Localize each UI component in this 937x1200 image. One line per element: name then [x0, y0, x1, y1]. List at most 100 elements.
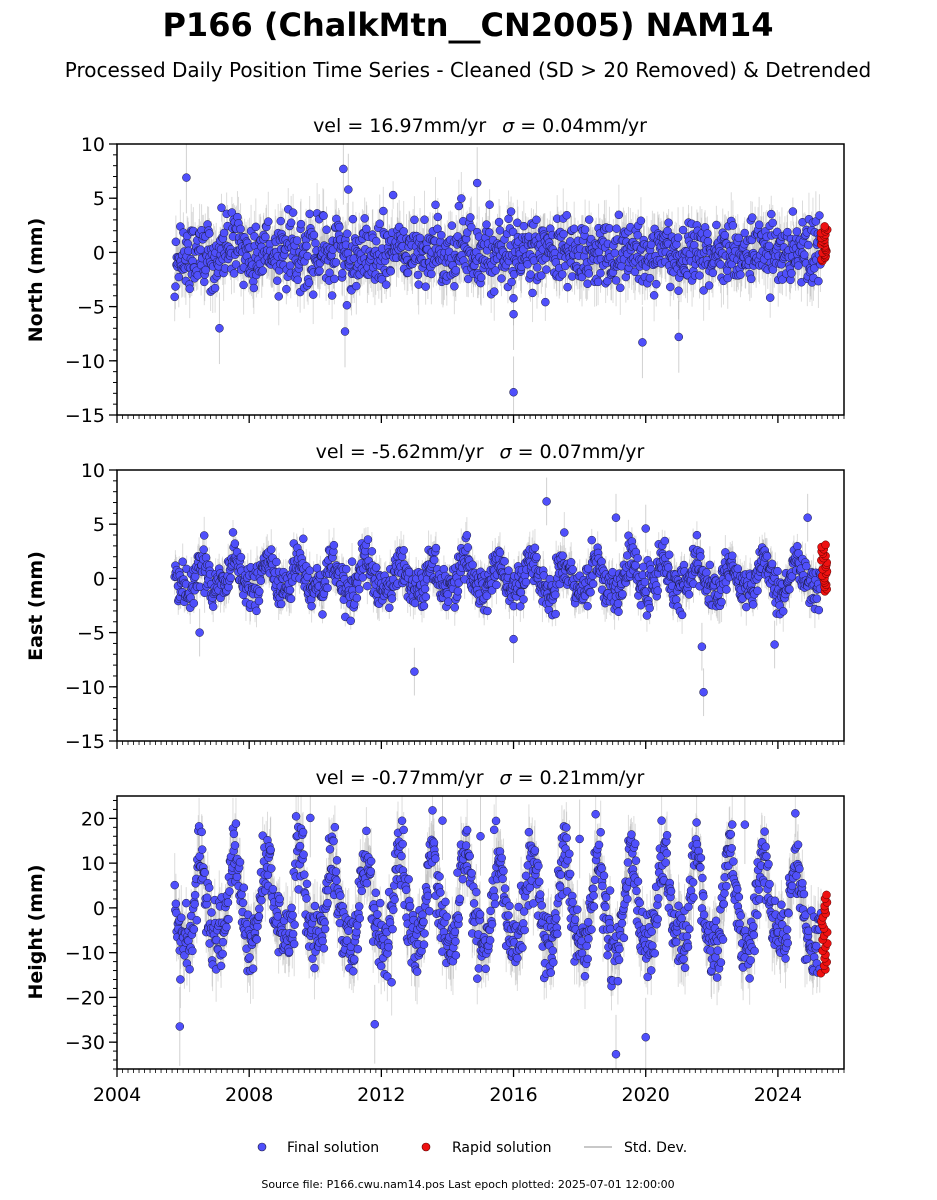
y-tick-label: 5 [93, 188, 105, 210]
final-solution-point [354, 584, 364, 594]
panel-east-vel: vel = -5.62mm/yr [316, 441, 484, 463]
final-solution-point [444, 597, 453, 606]
final-solution-point [605, 224, 614, 233]
final-solution-point [362, 224, 371, 234]
final-solution-point [249, 283, 259, 293]
final-solution-point [239, 280, 248, 290]
final-solution-point [433, 212, 443, 222]
final-solution-point [348, 214, 358, 224]
final-solution-point [286, 594, 296, 604]
final-solution-point [200, 277, 209, 287]
final-solution-point [199, 531, 209, 540]
final-solution-point [472, 178, 482, 188]
final-solution-point [431, 200, 440, 210]
final-solution-point [577, 272, 587, 282]
final-solution-point [410, 598, 420, 608]
final-solution-point [315, 266, 324, 276]
final-solution-point [371, 563, 381, 572]
sigma-symbol: σ [500, 441, 513, 463]
rapid-solution-points [816, 222, 832, 266]
final-solution-point [385, 603, 394, 613]
final-solution-point [330, 274, 339, 284]
final-solution-point [347, 557, 357, 566]
final-solution-point [532, 263, 542, 272]
final-solution-point [519, 221, 529, 231]
final-solution-point [754, 220, 764, 229]
final-solution-point [583, 601, 592, 611]
final-solution-point [666, 282, 675, 292]
final-solution-point [433, 224, 442, 234]
final-solution-point [483, 606, 492, 616]
final-solution-point [783, 227, 792, 237]
final-solution-point [431, 543, 441, 553]
final-solution-point [463, 274, 473, 284]
final-solution-point [588, 579, 598, 589]
final-solution-point [344, 185, 353, 194]
final-solution-point [532, 552, 541, 562]
final-solution-point [352, 281, 361, 291]
final-solution-point [558, 551, 567, 560]
final-solution-point [800, 250, 809, 260]
final-solution-point [695, 271, 704, 280]
final-solution-point [537, 271, 546, 280]
final-solution-point [304, 278, 314, 287]
final-solution-point [566, 558, 576, 567]
final-solution-point [379, 206, 388, 216]
final-solution-point [208, 602, 218, 611]
chart-title: P166 (ChalkMtn__CN2005) NAM14 [162, 6, 773, 44]
final-solution-point [264, 217, 273, 226]
final-solution-point [437, 230, 446, 240]
final-solution-point [584, 269, 594, 278]
final-solution-point [559, 229, 568, 239]
final-solution-point [457, 194, 466, 203]
final-solution-point [638, 338, 647, 347]
final-solution-point [182, 173, 191, 182]
final-solution-point [664, 218, 673, 227]
final-solution-points [170, 497, 826, 697]
final-solution-point [205, 229, 214, 238]
final-solution-point [215, 324, 224, 333]
final-solution-point [610, 248, 620, 258]
final-solution-point [516, 602, 525, 611]
final-solution-point [596, 268, 605, 278]
panel-north-vel: vel = 16.97mm/yr [313, 115, 486, 137]
final-solution-point [703, 229, 712, 238]
final-solution-point [276, 216, 285, 226]
final-solution-point [490, 287, 499, 296]
final-solution-point [467, 222, 476, 232]
y-axis-label-east: East (mm) [25, 551, 47, 661]
final-solution-point [523, 260, 532, 269]
final-solution-point [728, 221, 738, 230]
final-solution-point [309, 230, 319, 240]
final-solution-point [228, 528, 238, 537]
final-solution-point [584, 215, 594, 224]
final-solution-point [299, 534, 308, 544]
final-solution-point [413, 270, 423, 280]
final-solution-point [419, 601, 429, 611]
final-solution-point [509, 293, 518, 303]
final-solution-point [716, 260, 725, 269]
final-solution-point [492, 580, 501, 590]
std-dev-bars [174, 477, 822, 717]
final-solution-point [415, 233, 425, 243]
final-solution-point [255, 587, 264, 596]
final-solution-point [252, 606, 261, 616]
final-solution-point [663, 226, 672, 236]
final-solution-point [466, 213, 475, 222]
final-solution-point [674, 332, 684, 342]
final-solution-point [593, 277, 603, 287]
final-solution-point [500, 557, 509, 566]
final-solution-point [673, 233, 683, 242]
final-solution-point [699, 286, 708, 295]
final-solution-point [530, 543, 540, 553]
y-tick-label: −5 [77, 297, 105, 319]
final-solution-point [468, 560, 477, 570]
final-solution-point [229, 269, 239, 278]
panel-east-sigma: = 0.07mm/yr [518, 441, 645, 463]
final-solution-point [420, 215, 429, 224]
final-solution-point [765, 293, 775, 302]
final-solution-point [558, 270, 567, 279]
final-solution-point [794, 261, 803, 270]
final-solution-point [462, 530, 472, 540]
